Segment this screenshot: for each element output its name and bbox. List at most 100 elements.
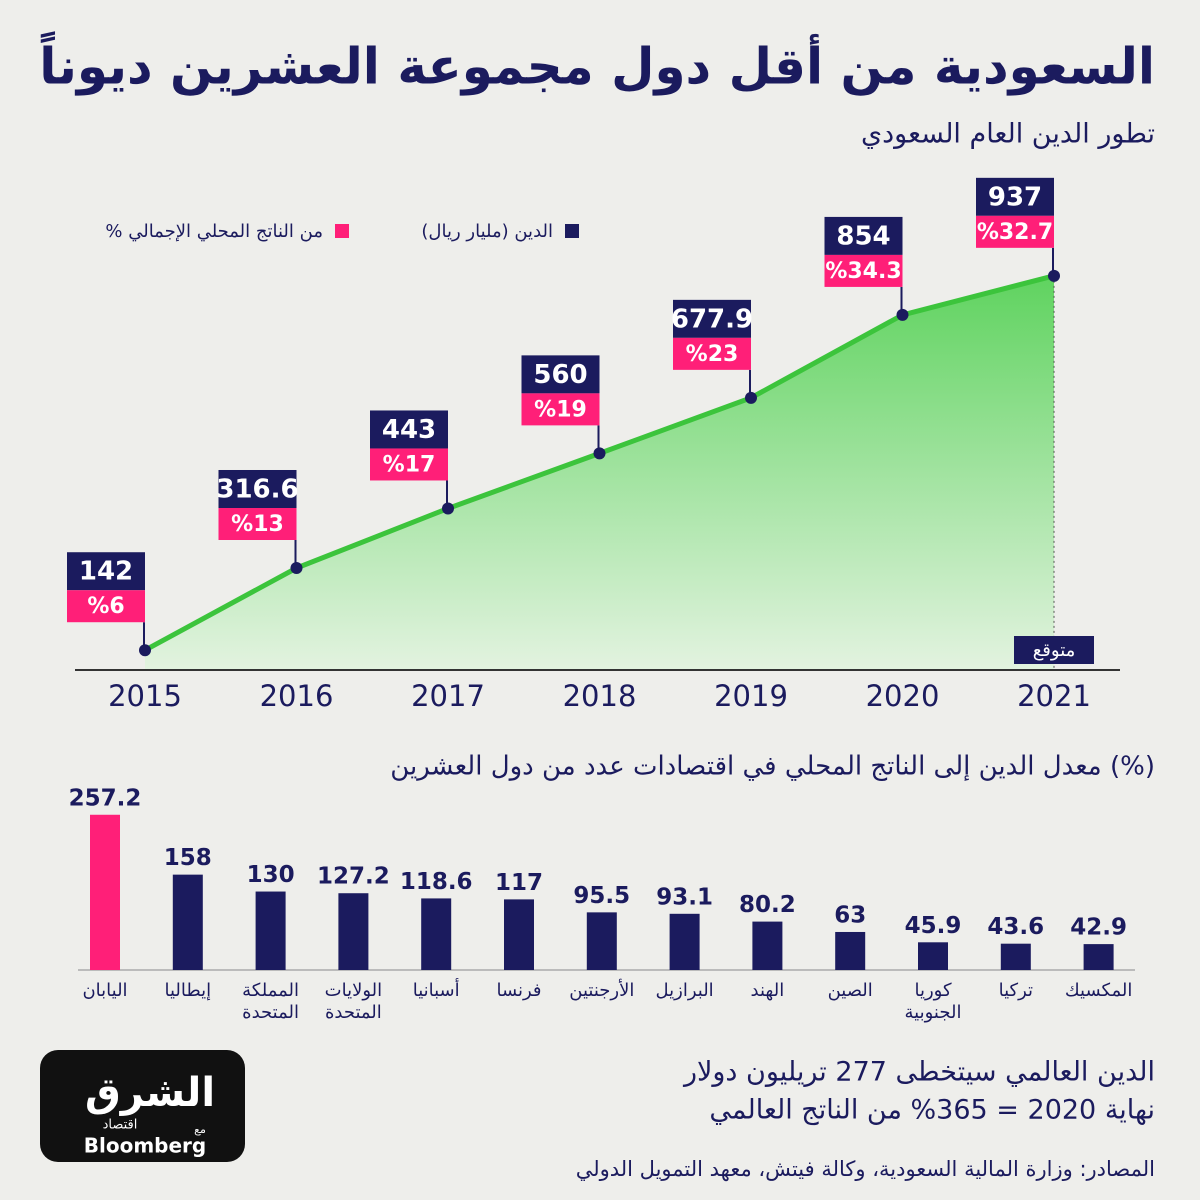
percent-bar [976, 215, 1054, 248]
note: الدين العالمي سيتخطى 277 تريليون دولار [682, 1057, 1155, 1088]
value-label: 45.9 [905, 913, 962, 939]
bar-chart-title: معدل الدين إلى الناتج المحلي في اقتصادات… [390, 752, 1155, 782]
percent-label: %17 [383, 452, 436, 477]
value-label-box [673, 299, 751, 338]
value-label: 937 [988, 182, 1042, 212]
value-label: 118.6 [400, 869, 473, 895]
value-label: 257.2 [69, 785, 142, 811]
value-label: 95.5 [573, 883, 630, 909]
x-tick-label: 2015 [108, 679, 182, 713]
x-tick-label: 2017 [411, 679, 485, 713]
value-label-box [218, 469, 297, 508]
note: نهاية 2020 = 365% من الناتج العالمي [709, 1095, 1155, 1126]
sources: المصادر: وزارة المالية السعودية، وكالة ف… [576, 1157, 1155, 1181]
bar [172, 874, 203, 970]
value-label: 316.6 [216, 474, 298, 504]
x-tick-label: 2020 [866, 679, 940, 713]
logo-partner: Bloomberg [84, 1134, 206, 1158]
bar [586, 912, 617, 970]
bar [504, 899, 534, 970]
x-tick-label: الولايات المتحدة [324, 980, 383, 1023]
page-title: السعودية من أقل دول مجموعة العشرين ديونا… [39, 31, 1155, 97]
bar [255, 891, 286, 970]
percent-label: %32.7 [977, 220, 1053, 245]
legend-label: % من الناتج المحلي الإجمالي [105, 221, 323, 242]
point [1048, 269, 1060, 282]
annotation: متوقع [1033, 640, 1076, 661]
value-label-box [521, 355, 600, 394]
value-label: 80.2 [739, 892, 796, 918]
logo-with: مع [194, 1123, 206, 1136]
value-label: 43.6 [987, 914, 1044, 940]
value-label: 677.9 [671, 304, 753, 334]
percent-label: %6 [87, 594, 124, 619]
bar [918, 942, 948, 970]
value-label: 130 [247, 862, 295, 888]
point [290, 561, 303, 574]
bar [1083, 944, 1114, 970]
value-label-box [370, 410, 448, 449]
value-label: 142 [79, 557, 133, 587]
x-tick-label: كوريا الجنوبية [904, 980, 962, 1023]
x-tick-label: المكسيك [1064, 980, 1133, 1001]
value-label-box [824, 216, 903, 255]
bar [421, 898, 452, 970]
x-tick-label: الصين [827, 980, 873, 1001]
x-tick-label: اليابان [82, 980, 128, 1001]
bar [1000, 943, 1031, 970]
x-tick-label: المملكة المتحدة [242, 980, 300, 1023]
value-label: 42.9 [1070, 915, 1127, 941]
value-label: 117 [495, 870, 543, 896]
point [745, 391, 757, 404]
bar [669, 913, 700, 970]
x-tick-label: 2016 [260, 679, 334, 713]
x-tick-label: 2018 [563, 679, 637, 713]
x-tick-label: تركيا [998, 980, 1034, 1001]
value-label: 93.1 [656, 884, 713, 910]
x-tick-label: البرازيل [655, 980, 714, 1001]
percent-label: %13 [231, 512, 284, 537]
percent-label: %23 [686, 342, 739, 367]
point [442, 502, 454, 515]
x-tick-label: فرنسا [496, 980, 542, 1001]
legend-swatch [565, 224, 579, 238]
point [139, 644, 151, 657]
x-tick-label: أسبانيا [412, 980, 460, 1001]
percent-label: %34.3 [825, 259, 901, 284]
subtitle: تطور الدين العام السعودي [861, 119, 1155, 150]
value-label-box [976, 177, 1054, 216]
value-label: 63 [834, 902, 866, 928]
x-tick-label: الأرجنتين [569, 980, 635, 1001]
value-label-box [67, 552, 145, 591]
percent-bar [67, 590, 145, 623]
percent-label: %19 [534, 397, 587, 422]
value-label: 560 [533, 360, 587, 390]
percent-bar [370, 448, 448, 481]
value-label: 443 [382, 415, 436, 445]
percent-bar [824, 254, 903, 287]
value-label: 158 [164, 845, 212, 871]
x-tick-label: 2019 [714, 679, 788, 713]
bar [835, 931, 866, 970]
x-tick-label: الهند [750, 980, 785, 1001]
bar [752, 921, 783, 970]
logo-box [40, 1050, 245, 1162]
percent-bar [673, 337, 751, 370]
bar [338, 893, 369, 970]
logo-name: الشرق [85, 1070, 215, 1116]
point [896, 308, 909, 321]
legend-label: الدين (مليار ريال) [421, 221, 553, 242]
x-tick-label: إيطاليا [164, 980, 212, 1001]
annotation-box [1014, 636, 1094, 664]
logo-tagline: اقتصاد [103, 1118, 138, 1133]
percent-bar [218, 507, 297, 540]
point [593, 447, 606, 460]
area [145, 275, 1054, 670]
value-label: 127.2 [317, 864, 390, 890]
bar [90, 814, 120, 970]
percent-bar [521, 393, 600, 426]
value-label: 854 [836, 221, 890, 251]
legend-swatch [335, 224, 349, 238]
x-tick-label: 2021 [1017, 679, 1091, 713]
